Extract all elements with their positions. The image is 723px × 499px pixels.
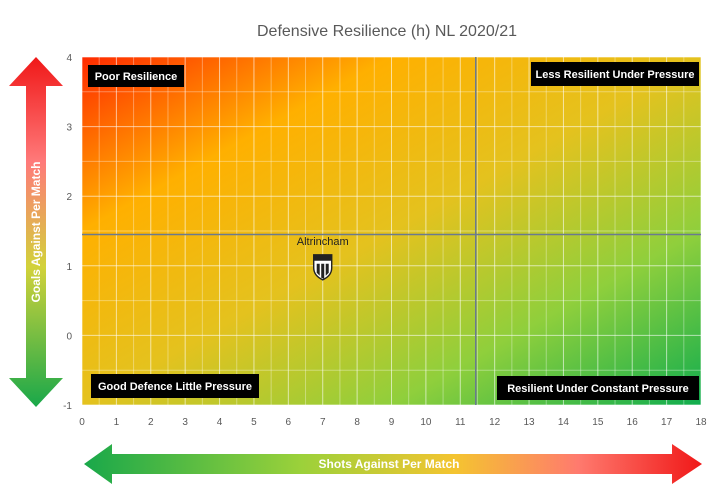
y-axis-arrow: Goals Against Per Match [9, 57, 63, 407]
x-axis-label: Shots Against Per Match [319, 457, 460, 471]
x-tick-label: 7 [320, 417, 326, 428]
quadrant-label-bottom-left-text: Good Defence Little Pressure [98, 381, 252, 393]
x-tick-label: 6 [286, 417, 292, 428]
x-tick-labels: 0 1 2 3 4 5 6 7 8 9 10 11 12 13 14 15 16 17 18 [79, 417, 707, 428]
y-tick-label: 4 [66, 53, 72, 64]
x-tick-label: 15 [592, 417, 604, 428]
x-tick-label: 5 [251, 417, 257, 428]
quadrant-label-bottom-left: Good Defence Little Pressure [91, 374, 259, 398]
x-tick-label: 3 [182, 417, 188, 428]
y-tick-label: 1 [66, 262, 72, 273]
x-tick-label: 18 [695, 417, 707, 428]
x-tick-label: 12 [489, 417, 501, 428]
gridlines [81, 56, 702, 406]
x-tick-label: 11 [455, 417, 466, 428]
quadrant-label-top-left: Poor Resilience [88, 65, 184, 87]
x-tick-label: 16 [627, 417, 639, 428]
y-tick-label: 0 [66, 331, 72, 342]
quadrant-label-top-right-text: Less Resilient Under Pressure [536, 69, 695, 81]
reference-lines [82, 57, 701, 405]
y-tick-label: 2 [66, 192, 72, 203]
y-tick-label: 3 [66, 123, 72, 134]
x-tick-label: 4 [217, 417, 223, 428]
data-points: Altrincham [297, 236, 349, 281]
data-point-label: Altrincham [297, 236, 349, 248]
y-tick-labels: -1 0 1 2 3 4 [63, 53, 72, 412]
y-tick-label: -1 [63, 401, 72, 412]
x-tick-label: 0 [79, 417, 85, 428]
x-tick-label: 13 [523, 417, 535, 428]
x-tick-label: 17 [661, 417, 673, 428]
x-axis-arrow: Shots Against Per Match [84, 444, 702, 484]
x-tick-label: 1 [114, 417, 120, 428]
data-point[interactable]: Altrincham [297, 236, 349, 281]
quadrant-label-top-right: Less Resilient Under Pressure [531, 62, 699, 86]
quadrant-label-bottom-right: Resilient Under Constant Pressure [497, 376, 699, 400]
x-tick-label: 14 [558, 417, 570, 428]
club-crest-icon [313, 254, 333, 281]
x-tick-label: 10 [420, 417, 432, 428]
x-tick-label: 9 [389, 417, 395, 428]
chart-title: Defensive Resilience (h) NL 2020/21 [257, 23, 517, 40]
quadrant-label-top-left-text: Poor Resilience [95, 71, 178, 83]
x-tick-label: 2 [148, 417, 154, 428]
quadrant-label-bottom-right-text: Resilient Under Constant Pressure [507, 383, 689, 395]
y-axis-label: Goals Against Per Match [29, 162, 43, 303]
x-tick-label: 8 [354, 417, 360, 428]
